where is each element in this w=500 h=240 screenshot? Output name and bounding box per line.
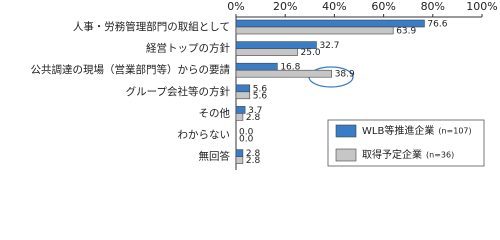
x-tick-label: 60% [371,0,395,13]
value-label: 76.6 [427,20,447,30]
value-label: 63.9 [396,27,416,37]
x-tick-label: 100% [466,0,497,13]
x-tick-label: 40% [322,0,346,13]
category-label: その他 [199,106,231,119]
category-label: グループ会社等の方針 [126,85,231,98]
legend-n: (n=107) [438,127,471,136]
value-label: 2.8 [246,113,261,123]
category-label: わからない [178,129,231,141]
legend-swatch [335,124,357,138]
value-label: 38.9 [335,70,355,80]
value-label: 2.8 [246,156,261,166]
value-label: 16.8 [280,63,300,73]
value-label: 32.7 [319,41,339,51]
category-label: 人事・労務管理部門の取組として [73,20,230,33]
page: {"chart_data": {"type": "hbar", "categor… [30,0,498,170]
category-label: 無回答 [199,150,231,163]
value-label: 3.7 [248,106,262,116]
bar [235,62,278,71]
bar [235,48,298,56]
x-tick-label: 0% [227,0,244,13]
bar [235,149,244,157]
value-label: 0.0 [239,128,254,138]
value-label: 5.6 [253,84,268,94]
bar [235,91,251,100]
value-label: 25.0 [301,48,321,58]
legend-label: 取得予定企業 [362,148,422,161]
x-tick-label: 20% [273,0,297,13]
legend-swatch [335,148,357,162]
category-label: 公共調達の現場（営業部門等）からの要請 [31,63,231,76]
legend-n: (n=36) [426,151,454,160]
legend-label: WLB等推進企業 [362,124,434,137]
value-label: 2.8 [246,149,261,159]
x-tick-label: 80% [421,0,445,13]
value-label: 5.6 [253,91,268,101]
bar [235,156,244,164]
bar [235,106,246,114]
value-label: 0.0 [239,135,254,145]
bar [235,26,394,35]
bar [235,113,244,121]
chart: 0% 20% 40% 60% 80% 100% 人事・労務管理部門の取組として 76.6 63.… [31,0,498,170]
bar [235,84,251,93]
bar [235,69,332,78]
category-label: 経営トップの方針 [146,42,230,55]
